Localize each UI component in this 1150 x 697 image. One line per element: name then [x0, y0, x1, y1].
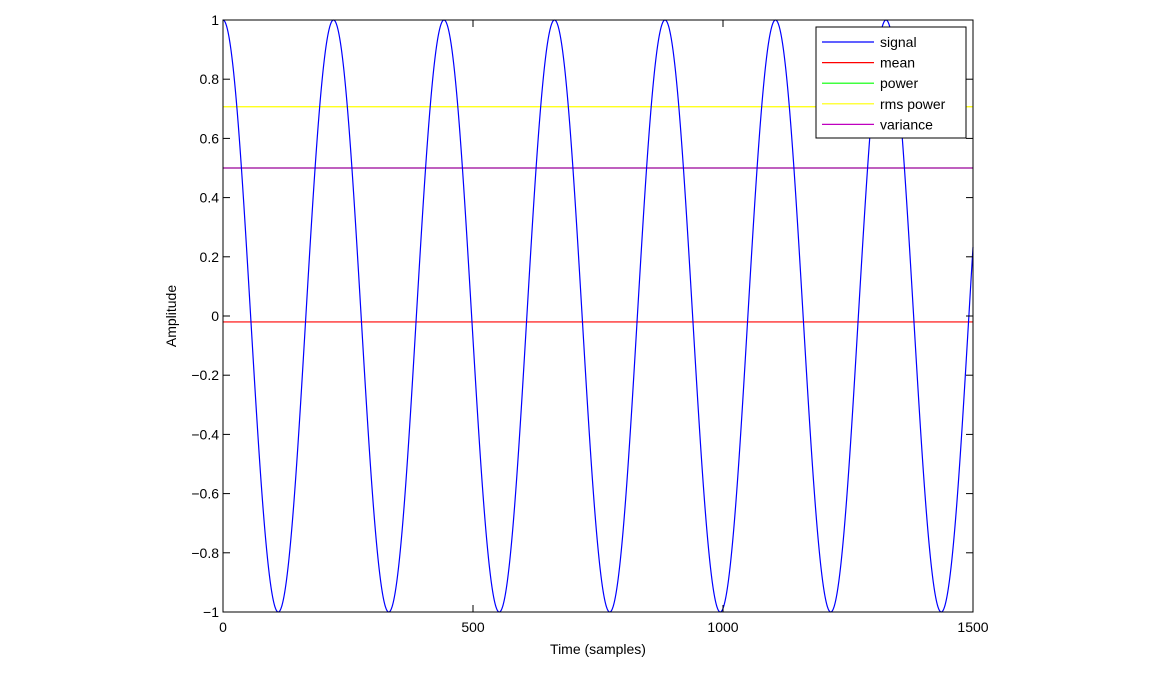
signal-layer	[222, 19, 974, 613]
y-tick-label: 1	[211, 12, 219, 28]
y-axis-label: Amplitude	[163, 285, 179, 347]
legend-label-mean: mean	[880, 55, 915, 71]
legend-label-power: power	[880, 75, 918, 91]
y-tick-label: 0.4	[200, 190, 220, 206]
y-tick-label: −0.4	[191, 426, 219, 442]
legend-label-signal: signal	[880, 34, 917, 50]
y-tick-label: −0.6	[191, 486, 219, 502]
y-tick-label: −1	[203, 604, 219, 620]
y-tick-label: 0.2	[200, 249, 220, 265]
y-ticks-layer: −1 −0.8 −0.6 −0.4 −0.2 0 0.2 0.4 0.6 0.8 1	[191, 12, 973, 620]
x-tick-label: 500	[461, 619, 485, 635]
legend-box	[815, 26, 967, 139]
x-ticks-layer: 0 500 1000 1500	[219, 20, 989, 635]
y-tick-label: −0.2	[191, 367, 219, 383]
x-tick-label: 1000	[707, 619, 738, 635]
x-axis-label: Time (samples)	[550, 641, 646, 657]
x-tick-label: 1500	[957, 619, 988, 635]
y-tick-label: −0.8	[191, 545, 219, 561]
legend: signal mean power rms power variance	[815, 26, 967, 139]
horizontal-lines-layer	[223, 106, 973, 323]
y-tick-label: 0	[211, 308, 219, 324]
x-tick-label: 0	[219, 619, 227, 635]
legend-label-variance: variance	[880, 116, 933, 132]
y-tick-label: 0.6	[200, 130, 220, 146]
legend-label-rms-power: rms power	[880, 96, 946, 112]
series-line-signal	[222, 19, 974, 613]
y-tick-label: 0.8	[200, 71, 220, 87]
